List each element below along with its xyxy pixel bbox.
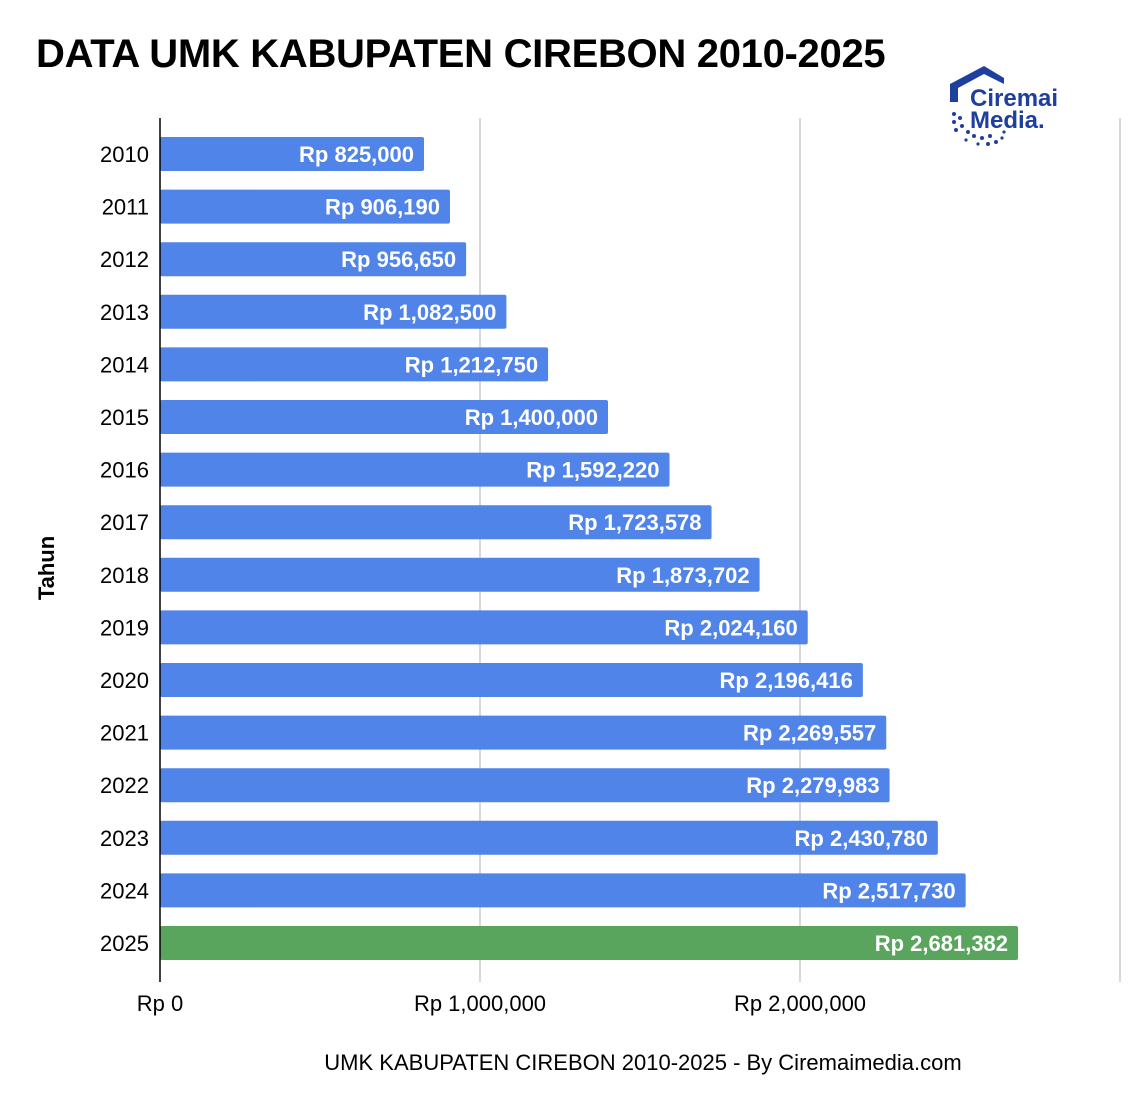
y-tick-label: 2018 (100, 563, 149, 588)
bar-2015 (160, 400, 608, 434)
logo-text-line2: Media. (970, 107, 1045, 134)
data-label-2013: Rp 1,082,500 (363, 300, 496, 325)
bar-2014 (160, 347, 549, 382)
y-tick-label: 2025 (100, 931, 149, 956)
data-label-2016: Rp 1,592,220 (526, 458, 659, 483)
data-label-2020: Rp 2,196,416 (720, 668, 853, 693)
x-tick-label: Rp 1,000,000 (414, 991, 546, 1016)
bar-2022 (160, 768, 890, 803)
x-axis-title: UMK KABUPATEN CIREBON 2010-2025 - By Cir… (324, 1050, 962, 1075)
data-label-2021: Rp 2,269,557 (743, 721, 876, 746)
y-tick-label: 2021 (100, 721, 149, 746)
bar-2017 (160, 505, 712, 540)
bar-2018 (160, 557, 760, 592)
y-tick-label: 2017 (100, 510, 149, 535)
x-tick-label: Rp 2,000,000 (734, 991, 866, 1016)
bar-2016 (160, 452, 670, 487)
logo-house-icon (950, 66, 1004, 102)
y-tick-label: 2010 (100, 142, 149, 167)
data-label-2018: Rp 1,873,702 (616, 563, 749, 588)
y-tick-label: 2016 (100, 458, 149, 483)
y-axis-title: Tahun (34, 536, 59, 600)
data-label-2023: Rp 2,430,780 (795, 826, 928, 851)
logo-text-line1: Ciremai (970, 85, 1058, 112)
y-tick-label: 2024 (100, 878, 149, 903)
ciremai-media-logo: Ciremai Media. (950, 66, 1058, 146)
data-label-2012: Rp 956,650 (341, 247, 456, 272)
bar-2019 (160, 610, 808, 645)
bar-2024 (160, 873, 966, 908)
y-tick-label: 2023 (100, 826, 149, 851)
y-tick-label: 2020 (100, 668, 149, 693)
bar-2021 (160, 715, 887, 750)
y-tick-label: 2022 (100, 773, 149, 798)
bars (160, 137, 1019, 960)
y-tick-label: 2012 (100, 247, 149, 272)
y-tick-label: 2014 (100, 352, 149, 377)
y-tick-labels: 2010 2011 2012 2013 2014 2015 2016 2017 2018 2019… (100, 142, 149, 956)
y-tick-label: 2015 (100, 405, 149, 430)
data-label-2011: Rp 906,190 (325, 195, 440, 220)
bar-2010 (160, 137, 424, 171)
data-label-2022: Rp 2,279,983 (746, 773, 879, 798)
chart-title: DATA UMK KABUPATEN CIREBON 2010-2025 (36, 32, 886, 76)
data-label-2015: Rp 1,400,000 (465, 405, 598, 430)
bar-2023 (160, 820, 938, 855)
y-tick-label: 2019 (100, 615, 149, 640)
data-label-2010: Rp 825,000 (299, 142, 414, 167)
x-tick-labels: Rp 0 Rp 1,000,000 Rp 2,000,000 (137, 991, 866, 1016)
bar-2020 (160, 663, 863, 697)
data-label-2017: Rp 1,723,578 (568, 510, 701, 535)
y-tick-label: 2011 (102, 195, 149, 220)
bar-2011 (160, 189, 450, 224)
data-label-2025: Rp 2,681,382 (875, 931, 1008, 956)
bar-2013 (160, 294, 507, 329)
bar-data-labels: Rp 825,000 Rp 906,190 Rp 956,650 Rp 1,082,5… (299, 142, 1008, 956)
bar-2012 (160, 242, 467, 277)
x-tick-label: Rp 0 (137, 991, 183, 1016)
data-label-2019: Rp 2,024,160 (664, 615, 797, 640)
data-label-2024: Rp 2,517,730 (822, 878, 955, 903)
data-label-2014: Rp 1,212,750 (405, 352, 538, 377)
logo-dots-icon (952, 112, 1006, 146)
bar-2025 (160, 926, 1019, 960)
y-tick-label: 2013 (100, 300, 149, 325)
